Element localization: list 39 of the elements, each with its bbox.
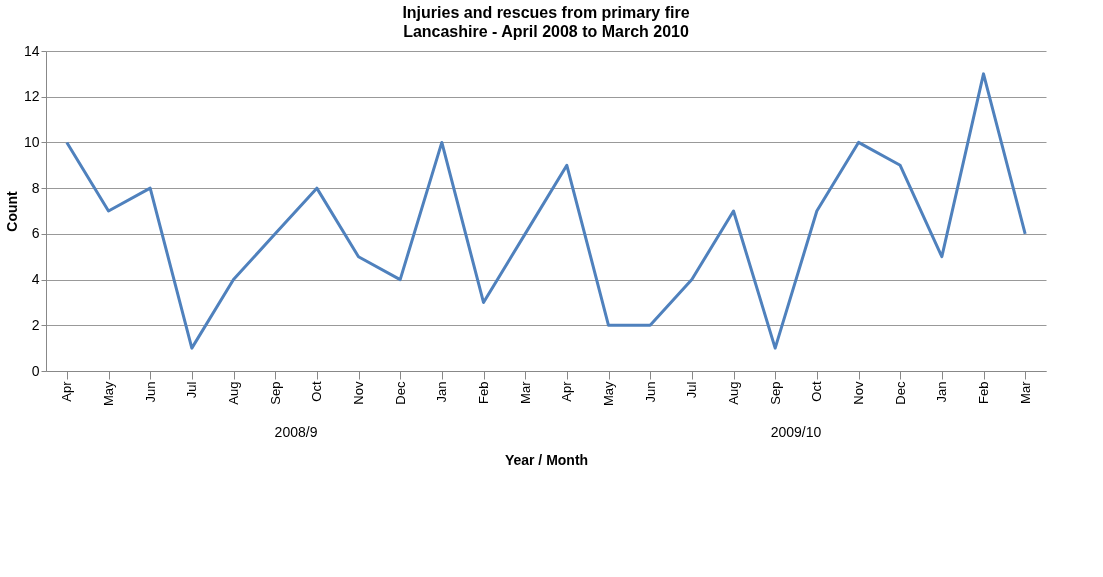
x-tick-label: Aug xyxy=(726,381,741,405)
x-tick-label: Apr xyxy=(559,380,575,402)
x-tick-label: Mar xyxy=(1017,380,1033,404)
y-tick-label: 4 xyxy=(31,271,40,288)
x-tick-label: May xyxy=(101,381,116,407)
x-tick-label: Jul xyxy=(184,381,200,399)
y-tick-label: 6 xyxy=(31,225,40,242)
text: 2008/9 xyxy=(274,424,318,440)
x-tick-label: Mar xyxy=(517,380,533,404)
x-tick-label: Sep xyxy=(267,381,283,405)
x-tick-label: Aug xyxy=(226,381,241,405)
y-tick-label: 8 xyxy=(31,179,40,196)
x-tick-label: Oct xyxy=(809,381,825,402)
x-tick-label: Jul xyxy=(684,381,700,399)
x-tick-label: Nov xyxy=(851,381,866,405)
x-tick-label: Dec xyxy=(892,381,908,405)
x-tick-label: Sep xyxy=(767,381,783,405)
line-series xyxy=(65,72,1027,350)
x-tick-label: Jun xyxy=(142,381,158,403)
text: 2009/10 xyxy=(770,424,822,440)
y-axis-title: Count xyxy=(3,190,20,232)
x-tick-label: Nov xyxy=(351,381,366,405)
x-tick-label: Feb xyxy=(476,381,491,404)
x-tick-label: Oct xyxy=(309,381,325,402)
y-tick-label: 12 xyxy=(23,88,40,105)
x-tick-label: Feb xyxy=(976,381,991,404)
y-tick-label: 14 xyxy=(23,42,40,59)
y-tick-label: 0 xyxy=(31,362,40,379)
x-tick-label: May xyxy=(601,381,616,407)
y-tick-label: 10 xyxy=(23,133,40,150)
x-tick-label: Apr xyxy=(59,380,75,402)
x-axis-title: Year / Month xyxy=(504,452,589,469)
x-tick-label: Jun xyxy=(642,381,658,403)
x-tick-label: Jan xyxy=(934,381,950,403)
chart-title: Injuries and rescues from primary fire xyxy=(402,4,690,21)
y-tick-label: 2 xyxy=(31,316,40,333)
x-tick-label: Dec xyxy=(392,381,408,405)
chart-subtitle: Lancashire - April 2008 to March 2010 xyxy=(403,23,689,40)
x-tick-label: Jan xyxy=(434,381,450,403)
